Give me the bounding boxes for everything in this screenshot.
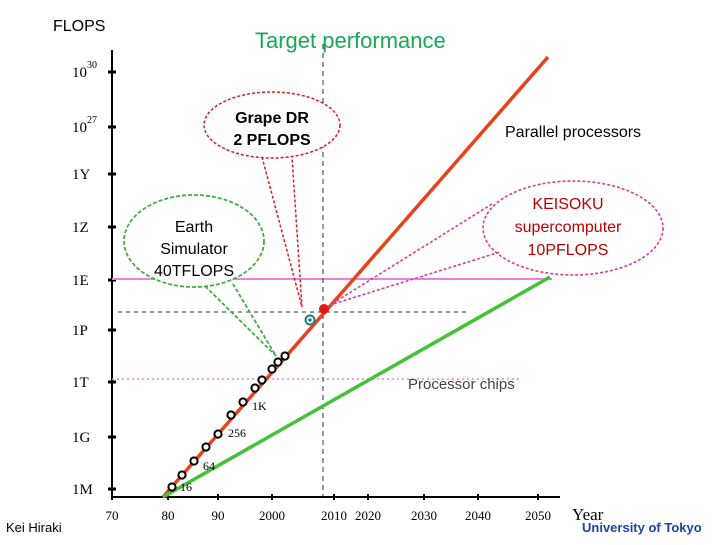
- series-lines: [161, 55, 551, 499]
- keisoku-callout-text: supercomputer: [515, 219, 622, 236]
- keisoku-point: [319, 304, 329, 314]
- marker-point: [257, 375, 267, 385]
- marker-point: [167, 482, 177, 492]
- x-tick-label: 2050: [525, 508, 551, 523]
- marker-point: [177, 470, 187, 480]
- marker-label: 16: [180, 480, 192, 494]
- keisoku-callout-text: 10PFLOPS: [528, 242, 609, 259]
- y-tick-label: 1030: [72, 60, 97, 81]
- grape-callout-pointer: [261, 156, 303, 308]
- earth-callout-text: Simulator: [160, 241, 228, 258]
- marker-label: 256: [228, 426, 246, 440]
- parallel-processors-label: Parallel processors: [505, 124, 642, 141]
- marker-point: [250, 383, 260, 393]
- processor-chips-line: [162, 275, 551, 499]
- x-tick-label: 80: [162, 508, 175, 523]
- chart-labels: 1030 1027 1Y 1Z 1E 1P 1T 1G 1M 70 80 90 2000 2010 2020…: [72, 60, 551, 523]
- keisoku-callout-text: KEISOKU: [532, 196, 603, 213]
- grape-callout-shape: [203, 91, 341, 159]
- marker-label: 1K: [252, 399, 267, 413]
- marker-point: [238, 397, 248, 407]
- y-tick-label: 1Z: [72, 220, 89, 236]
- institution-label: University of Tokyo: [582, 520, 702, 535]
- marker-point: [226, 410, 236, 420]
- x-tick-label: 2030: [411, 508, 437, 523]
- marker-point: [267, 364, 277, 374]
- y-tick-label: 1T: [72, 375, 89, 391]
- axes: [108, 50, 560, 500]
- processor-chips-label: Processor chips: [408, 376, 515, 393]
- y-tick-label: 1Y: [72, 167, 91, 183]
- marker-point: [280, 351, 290, 361]
- grape-callout-text: Grape DR: [235, 110, 309, 127]
- x-tick-label: 70: [106, 508, 119, 523]
- y-tick-label: 1P: [72, 323, 88, 339]
- callouts: Grape DR 2 PFLOPS Earth Simulator 40TFLOPS KE…: [123, 91, 664, 357]
- earth-callout-shape: [123, 194, 265, 288]
- marker-point: [213, 429, 223, 439]
- marker-point: [189, 456, 199, 466]
- earth-callout-pointer: [204, 283, 277, 357]
- parallel-markers: [167, 304, 329, 492]
- earth-simulator-point-center: [308, 318, 312, 322]
- y-tick-label: 1M: [72, 482, 93, 498]
- marker-point: [201, 442, 211, 452]
- y-axis-unit-label: FLOPS: [53, 18, 106, 35]
- marker-point: [273, 357, 283, 367]
- y-tick-label: 1E: [72, 273, 89, 289]
- earth-callout-text: Earth: [175, 219, 213, 236]
- author-label: Kei Hiraki: [6, 520, 62, 535]
- x-tick-label: 2020: [355, 508, 381, 523]
- earth-callout-text: 40TFLOPS: [154, 263, 234, 280]
- x-tick-label: 90: [212, 508, 225, 523]
- chart-title: Target performance: [255, 28, 446, 53]
- x-tick-label: 2040: [465, 508, 491, 523]
- keisoku-callout-pointer: [329, 203, 501, 306]
- x-tick-label: 2000: [259, 508, 285, 523]
- grape-callout-text: 2 PFLOPS: [233, 132, 311, 149]
- y-tick-label: 1G: [72, 430, 91, 446]
- x-tick-label: 2010: [321, 508, 347, 523]
- x-axis-label: Year: [572, 505, 604, 524]
- marker-label: 64: [203, 459, 215, 473]
- parallel-processors-line: [161, 55, 550, 499]
- y-tick-label: 1027: [72, 115, 97, 136]
- keisoku-callout-shape: [482, 180, 664, 276]
